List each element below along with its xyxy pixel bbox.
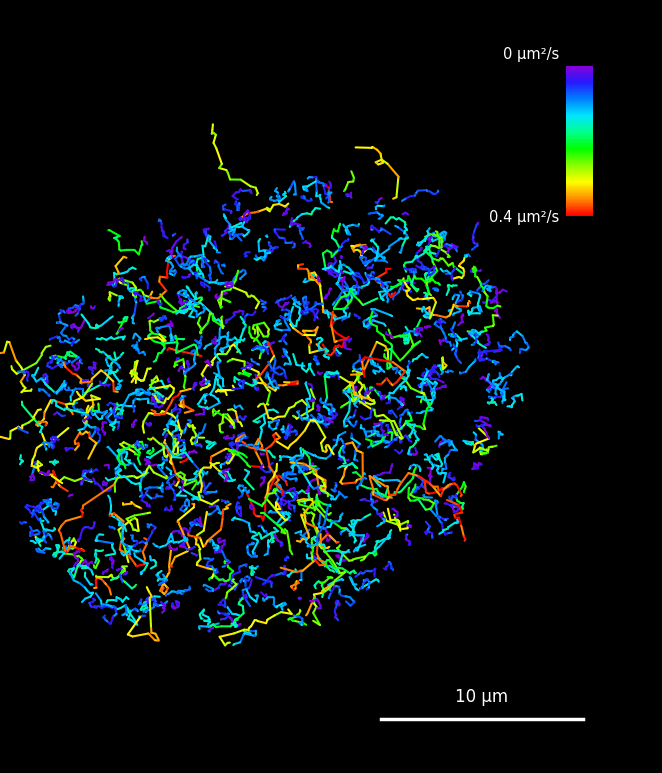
Text: 0.4 μm²/s: 0.4 μm²/s bbox=[489, 210, 559, 226]
Text: 0 μm²/s: 0 μm²/s bbox=[503, 46, 559, 62]
Text: 10 μm: 10 μm bbox=[455, 688, 508, 706]
